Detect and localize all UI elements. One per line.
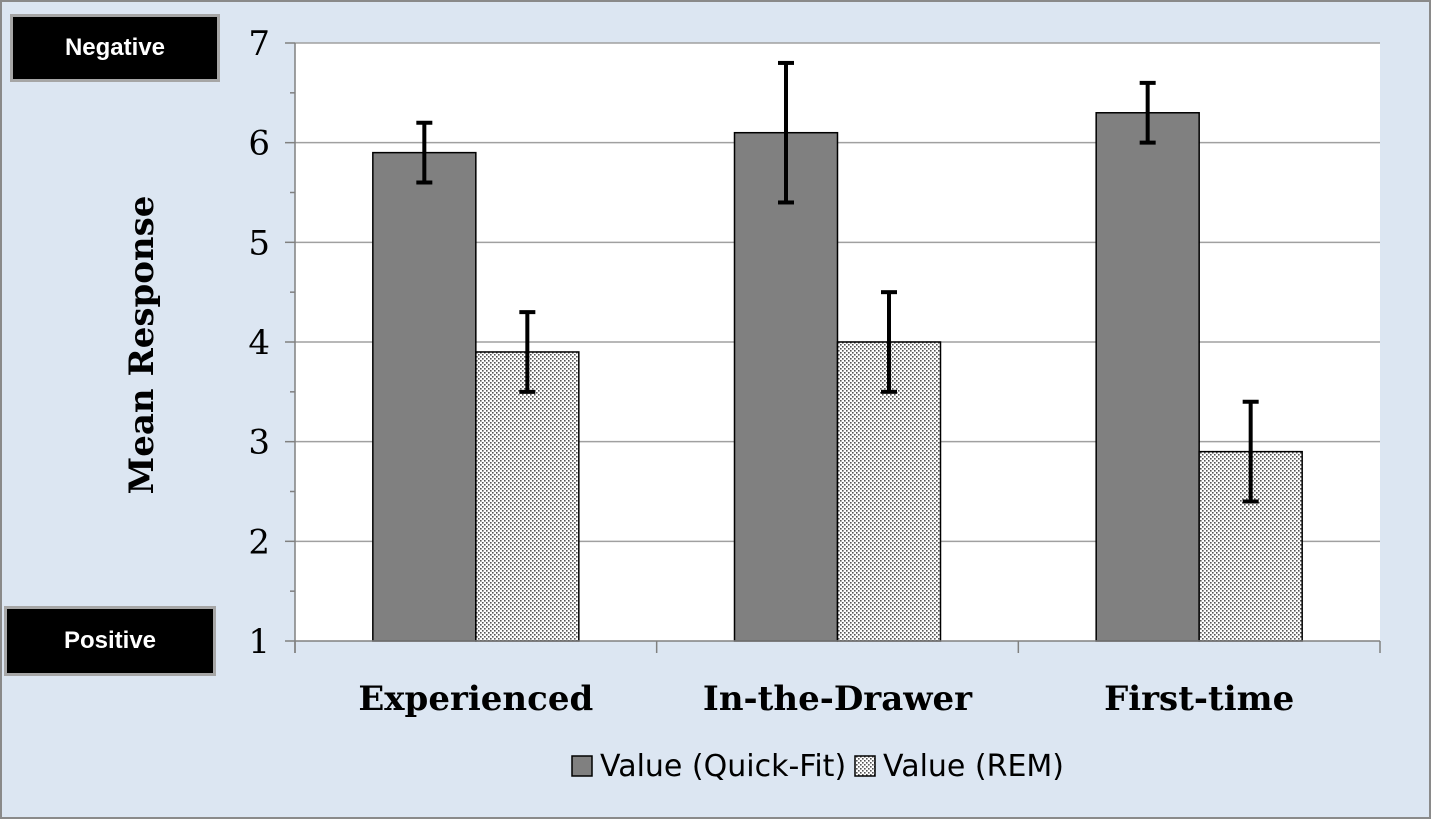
bar (733, 131, 839, 642)
x-axis: Experienced In-the-Drawer First-time (294, 640, 1381, 719)
legend-swatch (571, 755, 593, 777)
bars (372, 112, 1303, 642)
error-bar (1139, 80, 1156, 145)
y-tick-label: 7 (248, 24, 270, 64)
negative-label: Negative (10, 14, 220, 82)
y-tick-label: 2 (248, 522, 270, 562)
bar (475, 351, 580, 642)
legend: Value (Quick-Fit) Value (REM) (571, 749, 1064, 784)
error-bar (881, 290, 897, 394)
y-tick-label: 4 (248, 323, 270, 363)
category-label: First-time (1104, 679, 1294, 719)
error-bar (519, 310, 536, 394)
y-tick-label: 5 (248, 223, 270, 263)
bar (372, 151, 477, 642)
y-tick-label: 1 (248, 622, 270, 662)
positive-label: Positive (4, 606, 216, 676)
error-bar (1242, 399, 1259, 504)
category-label: In-the-Drawer (703, 679, 973, 719)
bar (1095, 112, 1200, 642)
error-bars (416, 60, 1259, 504)
y-tick-label: 6 (248, 124, 270, 164)
error-bar (416, 120, 433, 185)
y-axis-label: Mean Response (122, 196, 162, 495)
legend-label: Value (REM) (883, 749, 1064, 784)
y-tick-label: 3 (248, 423, 270, 463)
category-label: Experienced (358, 679, 593, 719)
legend-label: Value (Quick-Fit) (600, 749, 846, 784)
y-axis: 1 2 3 4 5 6 7 (248, 24, 296, 662)
legend-swatch (854, 755, 876, 777)
error-bar (778, 60, 794, 205)
